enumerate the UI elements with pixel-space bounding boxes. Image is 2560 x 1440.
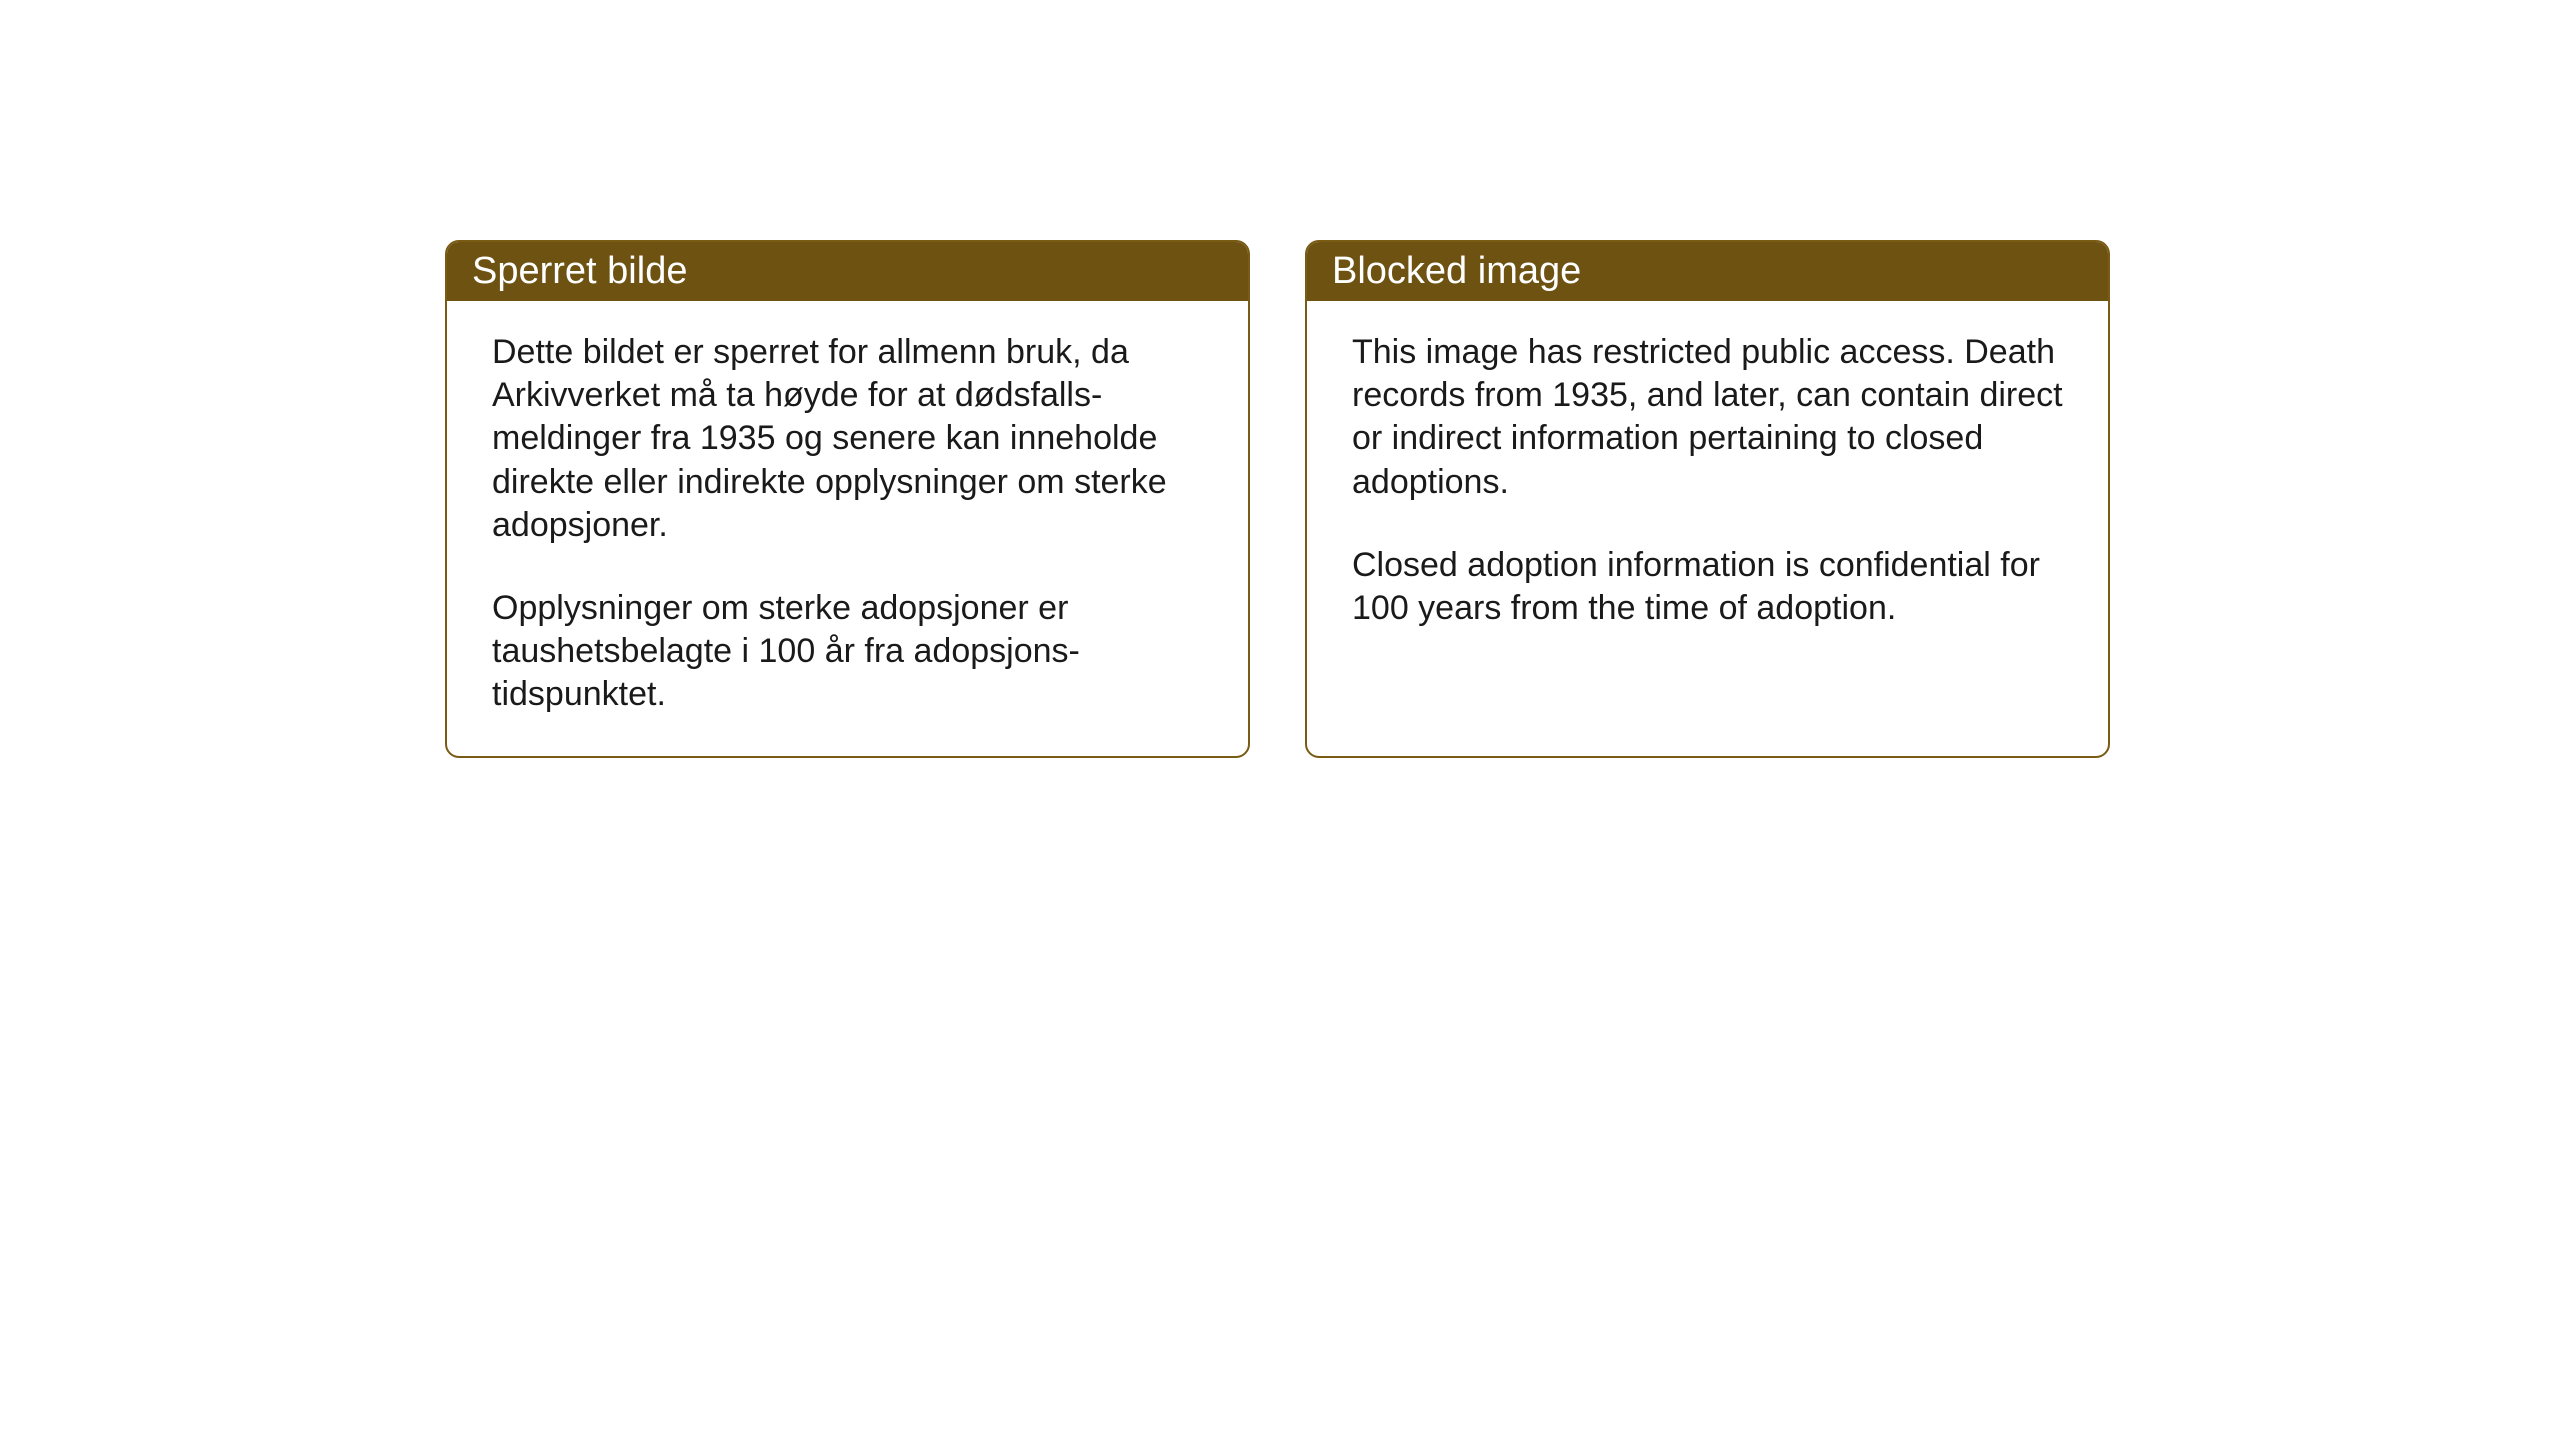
notice-card-english: Blocked image This image has restricted … bbox=[1305, 240, 2110, 758]
notice-card-norwegian: Sperret bilde Dette bildet er sperret fo… bbox=[445, 240, 1250, 758]
notice-paragraph-1-norwegian: Dette bildet er sperret for allmenn bruk… bbox=[492, 331, 1203, 547]
notice-body-english: This image has restricted public access.… bbox=[1307, 301, 2108, 670]
notice-paragraph-2-english: Closed adoption information is confident… bbox=[1352, 544, 2063, 630]
notice-body-norwegian: Dette bildet er sperret for allmenn bruk… bbox=[447, 301, 1248, 756]
notice-paragraph-2-norwegian: Opplysninger om sterke adopsjoner er tau… bbox=[492, 587, 1203, 717]
notice-title-english: Blocked image bbox=[1307, 242, 2108, 301]
notice-paragraph-1-english: This image has restricted public access.… bbox=[1352, 331, 2063, 504]
notice-container: Sperret bilde Dette bildet er sperret fo… bbox=[445, 240, 2110, 758]
notice-title-norwegian: Sperret bilde bbox=[447, 242, 1248, 301]
